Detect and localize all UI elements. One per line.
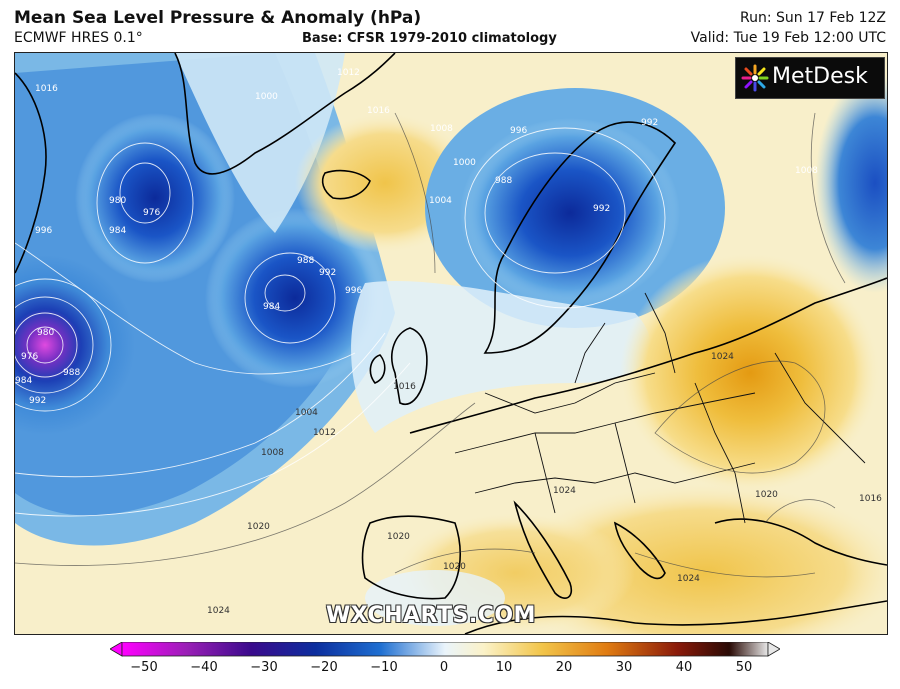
metdesk-logo-text: MetDesk <box>772 64 868 89</box>
colorbar-gradient <box>121 642 769 657</box>
coastlines <box>15 53 887 634</box>
isobars <box>15 127 666 517</box>
isobar-label: 1016 <box>393 382 416 392</box>
colorbar-tick-label: 10 <box>495 660 513 675</box>
isobar-label: 1004 <box>429 196 452 206</box>
isobar-label: 1024 <box>553 486 576 496</box>
colorbar-tick-label: 30 <box>615 660 633 675</box>
isobar-label: 1008 <box>430 124 453 134</box>
isobar-label: 996 <box>510 126 527 136</box>
deep-low-west <box>15 255 135 435</box>
isobar-label: 1008 <box>795 166 818 176</box>
isobar-label: 1020 <box>247 522 270 532</box>
isobar-label: 1012 <box>313 428 336 438</box>
low-greenland-west <box>75 113 235 283</box>
valid-time: Valid: Tue 19 Feb 12:00 UTC <box>690 30 886 46</box>
isobar-label: 984 <box>15 376 32 386</box>
colorbar-tick-label: 40 <box>675 660 693 675</box>
wxcharts-watermark: WXCHARTS.COM <box>326 603 536 628</box>
colorbar-tick-label: 0 <box>439 660 449 675</box>
colorbar-tick-label: 50 <box>735 660 753 675</box>
isobar-label: 1020 <box>387 532 410 542</box>
metdesk-logo-icon <box>741 64 769 92</box>
isobar-label: 1024 <box>207 606 230 616</box>
map-canvas: 1016 1012 1000 1016 1008 996 992 1008 98… <box>15 53 887 634</box>
isobar-label: 992 <box>29 396 46 406</box>
isobar-label: 1024 <box>677 574 700 584</box>
isobar-label: 1016 <box>859 494 882 504</box>
isobar-label: 992 <box>641 118 658 128</box>
isobar-label: 984 <box>263 302 280 312</box>
metdesk-logo: MetDesk <box>735 57 885 99</box>
isobar-label: 1016 <box>367 106 390 116</box>
colorbar: −50 −40 −30 −20 −10 0 10 20 30 40 50 <box>110 640 780 684</box>
isobar-label: 1000 <box>453 158 476 168</box>
isobar-label: 1004 <box>295 408 318 418</box>
colorbar-tick-label: −40 <box>190 660 218 675</box>
isobar-label: 988 <box>297 256 314 266</box>
base-climatology-label: Base: CFSR 1979-2010 climatology <box>302 31 557 46</box>
isobar-label: 992 <box>319 268 336 278</box>
isobar-labels: 1016 1012 1000 1016 1008 996 992 1008 98… <box>15 68 882 616</box>
colorbar-tick-label: −20 <box>310 660 338 675</box>
colorbar-min-arrow <box>110 642 123 657</box>
isobar-label: 976 <box>143 208 160 218</box>
isobars-high <box>15 112 846 578</box>
colorbar-tick-label: −30 <box>250 660 278 675</box>
isobar-label: 992 <box>593 204 610 214</box>
isobar-label: 1020 <box>755 490 778 500</box>
isobar-label: 1012 <box>337 68 360 78</box>
isobar-label: 980 <box>109 196 126 206</box>
isobar-label: 988 <box>495 176 512 186</box>
model-label: ECMWF HRES 0.1° <box>14 30 143 46</box>
eastern-europe-high <box>620 253 880 493</box>
colorbar-strip <box>110 642 780 657</box>
pressure-anomaly-map[interactable]: 1016 1012 1000 1016 1008 996 992 1008 98… <box>14 52 888 635</box>
isobar-label: 1000 <box>255 92 278 102</box>
isobar-label: 996 <box>345 286 362 296</box>
north-sea-light-anomaly <box>351 280 651 433</box>
isobar-label: 980 <box>37 328 54 338</box>
isobar-label: 984 <box>109 226 126 236</box>
isobar-label: 1016 <box>35 84 58 94</box>
greenland-light-band <box>175 53 345 233</box>
isobar-label: 1020 <box>443 562 466 572</box>
colorbar-tick-label: 20 <box>555 660 573 675</box>
run-time: Run: Sun 17 Feb 12Z <box>739 10 886 26</box>
colorbar-tick-label: −10 <box>370 660 398 675</box>
isobar-label: 1008 <box>261 448 284 458</box>
isobar-label: 988 <box>63 368 80 378</box>
chart-title: Mean Sea Level Pressure & Anomaly (hPa) <box>14 8 422 28</box>
colorbar-tick-label: −50 <box>130 660 158 675</box>
low-central-atlantic <box>205 208 385 388</box>
country-borders <box>454 292 866 524</box>
colorbar-max-arrow <box>767 642 780 657</box>
isobar-label: 976 <box>21 352 38 362</box>
isobar-label: 1024 <box>711 352 734 362</box>
scandinavia-low <box>460 118 680 308</box>
low-northeast <box>815 73 887 293</box>
isobar-label: 996 <box>35 226 52 236</box>
